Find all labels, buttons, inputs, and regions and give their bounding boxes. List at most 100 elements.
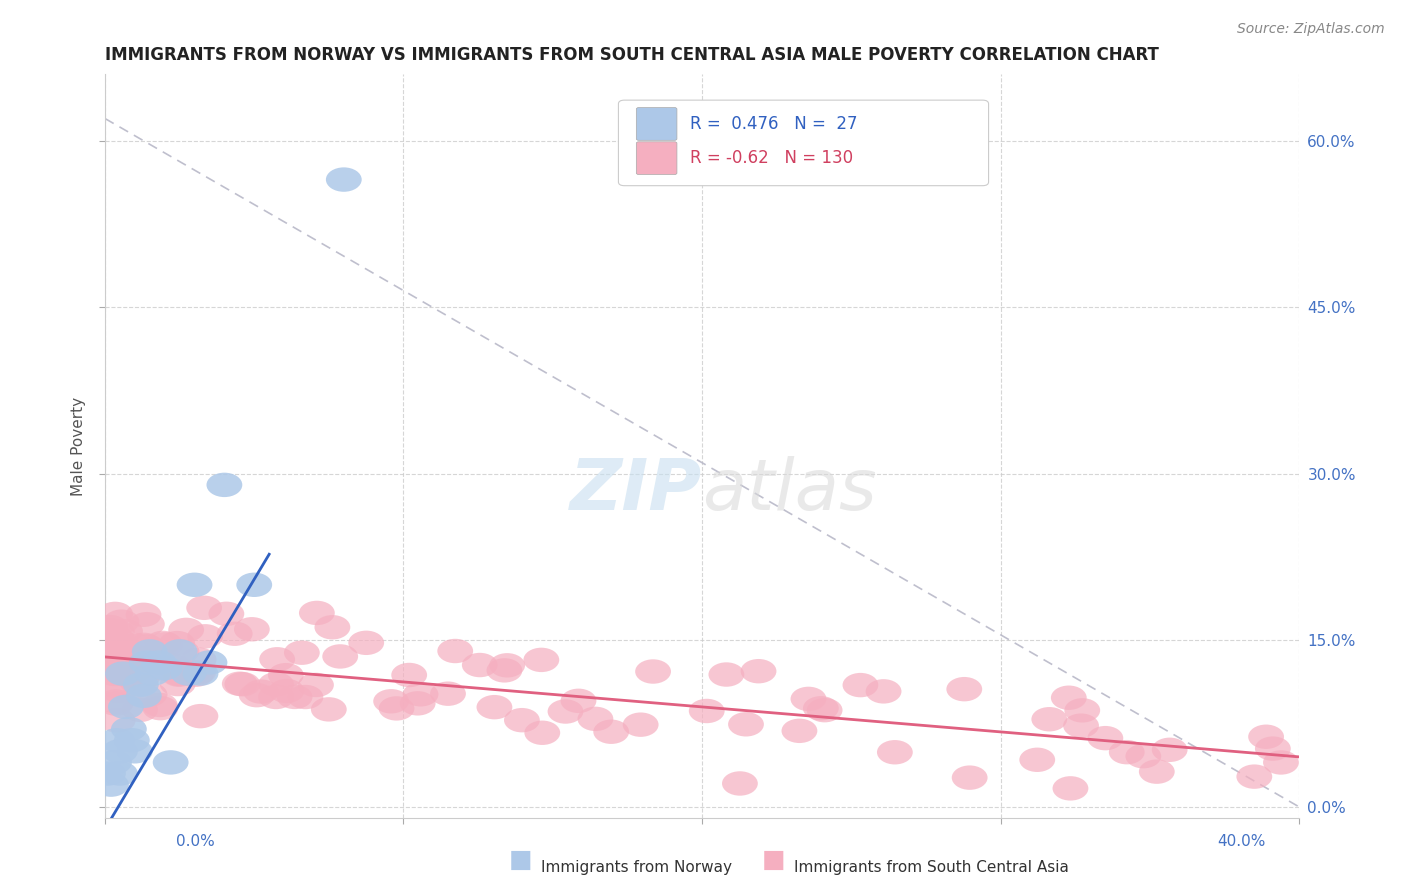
- Ellipse shape: [98, 728, 135, 753]
- Ellipse shape: [101, 657, 138, 681]
- Ellipse shape: [183, 661, 218, 686]
- Ellipse shape: [105, 661, 141, 686]
- Ellipse shape: [636, 659, 671, 684]
- Ellipse shape: [1063, 714, 1099, 738]
- Ellipse shape: [236, 573, 273, 597]
- Ellipse shape: [177, 573, 212, 597]
- Ellipse shape: [132, 682, 167, 706]
- Ellipse shape: [107, 619, 143, 643]
- Ellipse shape: [97, 602, 134, 626]
- Ellipse shape: [1109, 740, 1144, 764]
- Ellipse shape: [124, 648, 160, 673]
- Ellipse shape: [103, 761, 138, 786]
- Ellipse shape: [90, 639, 127, 664]
- FancyBboxPatch shape: [637, 142, 676, 175]
- Ellipse shape: [117, 739, 153, 764]
- Ellipse shape: [122, 698, 157, 723]
- Ellipse shape: [1019, 747, 1054, 772]
- Ellipse shape: [132, 640, 167, 664]
- Ellipse shape: [373, 689, 409, 714]
- Ellipse shape: [181, 648, 217, 672]
- Ellipse shape: [162, 663, 197, 687]
- Ellipse shape: [118, 633, 153, 658]
- Ellipse shape: [1139, 759, 1174, 784]
- Ellipse shape: [1032, 707, 1067, 731]
- Ellipse shape: [122, 673, 159, 697]
- Ellipse shape: [311, 698, 347, 722]
- Ellipse shape: [437, 639, 474, 664]
- Ellipse shape: [208, 601, 245, 626]
- Ellipse shape: [93, 772, 129, 797]
- Ellipse shape: [1087, 726, 1123, 750]
- Ellipse shape: [141, 657, 177, 681]
- Ellipse shape: [486, 658, 523, 682]
- Ellipse shape: [98, 690, 134, 714]
- Ellipse shape: [129, 634, 165, 658]
- Ellipse shape: [741, 659, 776, 683]
- Text: 40.0%: 40.0%: [1218, 834, 1265, 849]
- Ellipse shape: [125, 603, 162, 627]
- Ellipse shape: [1050, 686, 1087, 710]
- Ellipse shape: [222, 672, 257, 696]
- Ellipse shape: [180, 660, 217, 684]
- Ellipse shape: [561, 689, 596, 713]
- Ellipse shape: [101, 636, 138, 661]
- Ellipse shape: [243, 680, 278, 704]
- Ellipse shape: [217, 622, 253, 646]
- Ellipse shape: [186, 596, 222, 620]
- Ellipse shape: [96, 750, 132, 774]
- Ellipse shape: [121, 656, 157, 680]
- Ellipse shape: [129, 612, 165, 636]
- Ellipse shape: [1125, 744, 1161, 768]
- Ellipse shape: [298, 673, 333, 698]
- Ellipse shape: [269, 663, 304, 688]
- Ellipse shape: [207, 473, 242, 497]
- Ellipse shape: [142, 696, 179, 721]
- Ellipse shape: [1152, 738, 1188, 762]
- Ellipse shape: [1263, 750, 1299, 774]
- Ellipse shape: [159, 631, 195, 656]
- Ellipse shape: [259, 647, 295, 672]
- Ellipse shape: [326, 168, 361, 192]
- Ellipse shape: [93, 615, 128, 640]
- Ellipse shape: [98, 626, 135, 650]
- Y-axis label: Male Poverty: Male Poverty: [72, 396, 86, 496]
- Ellipse shape: [162, 662, 197, 686]
- Ellipse shape: [141, 650, 177, 674]
- Ellipse shape: [623, 713, 658, 737]
- Ellipse shape: [842, 673, 879, 698]
- Ellipse shape: [225, 672, 260, 697]
- Text: ZIP: ZIP: [569, 456, 702, 525]
- Ellipse shape: [162, 640, 197, 664]
- Ellipse shape: [1256, 737, 1291, 761]
- Ellipse shape: [170, 661, 207, 686]
- Ellipse shape: [239, 683, 274, 707]
- Text: ■: ■: [509, 848, 531, 872]
- Ellipse shape: [142, 693, 177, 717]
- Ellipse shape: [689, 698, 724, 723]
- Ellipse shape: [129, 650, 165, 674]
- Text: Source: ZipAtlas.com: Source: ZipAtlas.com: [1237, 22, 1385, 37]
- Ellipse shape: [524, 721, 560, 745]
- Ellipse shape: [111, 717, 146, 741]
- Ellipse shape: [124, 666, 159, 690]
- Ellipse shape: [790, 687, 827, 711]
- Text: Immigrants from South Central Asia: Immigrants from South Central Asia: [794, 860, 1070, 874]
- Ellipse shape: [523, 648, 560, 672]
- Ellipse shape: [866, 679, 901, 704]
- Ellipse shape: [277, 685, 312, 709]
- Text: ■: ■: [762, 848, 785, 872]
- Ellipse shape: [111, 664, 148, 688]
- Text: R = -0.62   N = 130: R = -0.62 N = 130: [690, 149, 853, 167]
- Ellipse shape: [946, 677, 983, 701]
- Ellipse shape: [728, 712, 763, 737]
- Ellipse shape: [117, 656, 152, 680]
- Ellipse shape: [399, 691, 436, 715]
- Ellipse shape: [177, 663, 214, 687]
- Ellipse shape: [378, 696, 415, 721]
- Ellipse shape: [90, 761, 127, 786]
- Ellipse shape: [578, 706, 613, 731]
- Ellipse shape: [115, 644, 152, 669]
- Ellipse shape: [94, 647, 129, 671]
- Ellipse shape: [463, 653, 498, 677]
